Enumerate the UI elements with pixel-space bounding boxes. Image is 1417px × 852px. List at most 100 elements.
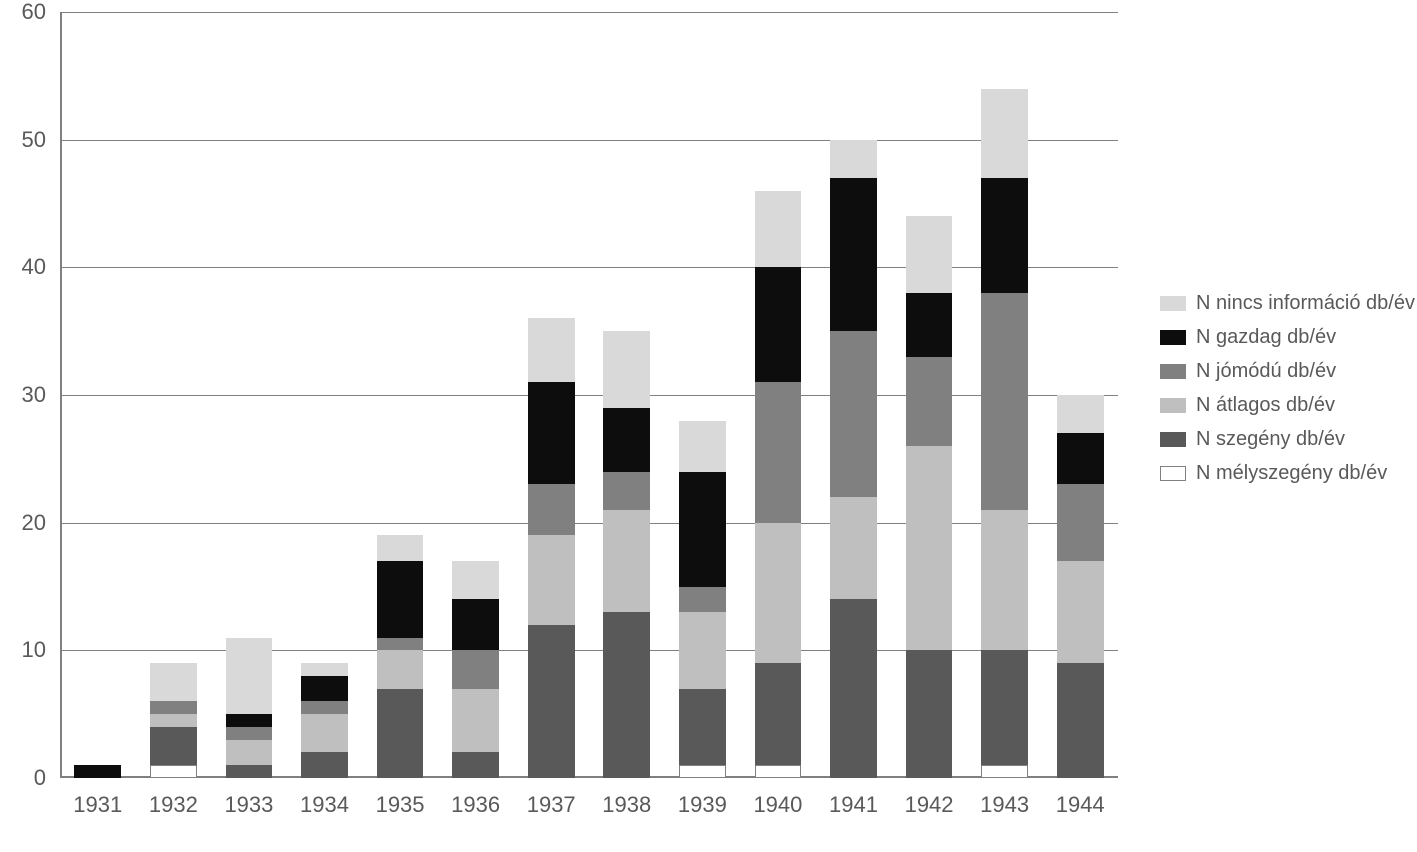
- legend-swatch-icon: [1160, 466, 1186, 481]
- bar-segment-jomodu: [301, 701, 348, 714]
- legend-item: N gazdag db/év: [1160, 320, 1415, 354]
- bar-segment-szegeny: [301, 752, 348, 778]
- legend-swatch-icon: [1160, 432, 1186, 447]
- bar-segment-szegeny: [679, 689, 726, 766]
- bar-segment-atlagos: [981, 510, 1028, 650]
- gridline: [60, 650, 1118, 651]
- chart-container: 0102030405060193119321933193419351936193…: [0, 0, 1417, 852]
- legend: N nincs információ db/évN gazdag db/évN …: [1160, 286, 1415, 490]
- legend-item: N nincs információ db/év: [1160, 286, 1415, 320]
- bar-segment-nincs_info: [830, 140, 877, 178]
- bar-segment-atlagos: [301, 714, 348, 752]
- bar-segment-melyszegeny: [755, 765, 802, 778]
- legend-item: N átlagos db/év: [1160, 388, 1415, 422]
- bar-segment-szegeny: [603, 612, 650, 778]
- bar-segment-gazdag: [452, 599, 499, 650]
- bar-segment-nincs_info: [528, 318, 575, 382]
- x-tick-label: 1941: [816, 792, 892, 818]
- legend-label: N szegény db/év: [1196, 428, 1345, 451]
- bar-segment-gazdag: [603, 408, 650, 472]
- bar-segment-nincs_info: [603, 331, 650, 408]
- bar-segment-atlagos: [603, 510, 650, 612]
- legend-swatch-icon: [1160, 398, 1186, 413]
- bar-segment-szegeny: [755, 663, 802, 765]
- bar-segment-gazdag: [1057, 433, 1104, 484]
- x-tick-label: 1936: [438, 792, 514, 818]
- bar-segment-atlagos: [755, 523, 802, 663]
- bar-segment-jomodu: [1057, 484, 1104, 561]
- legend-swatch-icon: [1160, 296, 1186, 311]
- bar-segment-szegeny: [830, 599, 877, 778]
- bar-segment-jomodu: [755, 382, 802, 522]
- y-tick-label: 50: [0, 127, 46, 153]
- bar-segment-nincs_info: [150, 663, 197, 701]
- x-tick-label: 1942: [891, 792, 967, 818]
- bar-segment-atlagos: [906, 446, 953, 650]
- bar-segment-szegeny: [981, 650, 1028, 765]
- bar-segment-gazdag: [377, 561, 424, 638]
- x-tick-label: 1933: [211, 792, 287, 818]
- bar-segment-jomodu: [981, 293, 1028, 510]
- bar-segment-nincs_info: [679, 421, 726, 472]
- bar-segment-nincs_info: [981, 89, 1028, 178]
- legend-item: N mélyszegény db/év: [1160, 456, 1415, 490]
- y-tick-label: 30: [0, 382, 46, 408]
- bar-segment-gazdag: [906, 293, 953, 357]
- bar-segment-jomodu: [528, 484, 575, 535]
- x-tick-label: 1938: [589, 792, 665, 818]
- bar-segment-gazdag: [301, 676, 348, 702]
- gridline: [60, 12, 1118, 13]
- bar-segment-jomodu: [226, 727, 273, 740]
- x-tick-label: 1934: [287, 792, 363, 818]
- bar-segment-gazdag: [226, 714, 273, 727]
- bar-segment-atlagos: [226, 740, 273, 766]
- bar-segment-atlagos: [452, 689, 499, 753]
- bar-segment-nincs_info: [301, 663, 348, 676]
- bar-segment-szegeny: [150, 727, 197, 765]
- bar-segment-nincs_info: [377, 535, 424, 561]
- bar-segment-nincs_info: [452, 561, 499, 599]
- legend-swatch-icon: [1160, 364, 1186, 379]
- bar-segment-jomodu: [452, 650, 499, 688]
- y-tick-label: 20: [0, 510, 46, 536]
- bar-segment-melyszegeny: [981, 765, 1028, 778]
- y-tick-label: 40: [0, 254, 46, 280]
- bar-segment-jomodu: [830, 331, 877, 497]
- y-tick-label: 10: [0, 637, 46, 663]
- bar-segment-jomodu: [603, 472, 650, 510]
- legend-label: N nincs információ db/év: [1196, 292, 1415, 315]
- x-tick-label: 1939: [665, 792, 741, 818]
- bar-segment-atlagos: [830, 497, 877, 599]
- bar-segment-jomodu: [150, 701, 197, 714]
- legend-label: N mélyszegény db/év: [1196, 462, 1387, 485]
- bar-segment-szegeny: [528, 625, 575, 778]
- x-tick-label: 1937: [513, 792, 589, 818]
- bar-segment-gazdag: [74, 765, 121, 778]
- bar-segment-nincs_info: [906, 216, 953, 293]
- x-tick-label: 1943: [967, 792, 1043, 818]
- x-tick-label: 1931: [60, 792, 136, 818]
- bar-segment-szegeny: [226, 765, 273, 778]
- bar-segment-nincs_info: [1057, 395, 1104, 433]
- bar-segment-gazdag: [679, 472, 726, 587]
- bar-segment-atlagos: [377, 650, 424, 688]
- bar-segment-szegeny: [377, 689, 424, 778]
- bar-segment-atlagos: [1057, 561, 1104, 663]
- bar-segment-nincs_info: [755, 191, 802, 268]
- bar-segment-melyszegeny: [150, 765, 197, 778]
- gridline: [60, 267, 1118, 268]
- x-axis-line: [60, 776, 1118, 778]
- bar-segment-atlagos: [528, 535, 575, 624]
- gridline: [60, 523, 1118, 524]
- legend-item: N jómódú db/év: [1160, 354, 1415, 388]
- bar-segment-jomodu: [906, 357, 953, 446]
- bar-segment-szegeny: [1057, 663, 1104, 778]
- bar-segment-jomodu: [679, 587, 726, 613]
- y-tick-label: 60: [0, 0, 46, 25]
- bar-segment-atlagos: [679, 612, 726, 689]
- bar-segment-gazdag: [981, 178, 1028, 293]
- x-tick-label: 1932: [136, 792, 212, 818]
- bar-segment-szegeny: [452, 752, 499, 778]
- bar-segment-atlagos: [150, 714, 197, 727]
- x-tick-label: 1935: [362, 792, 438, 818]
